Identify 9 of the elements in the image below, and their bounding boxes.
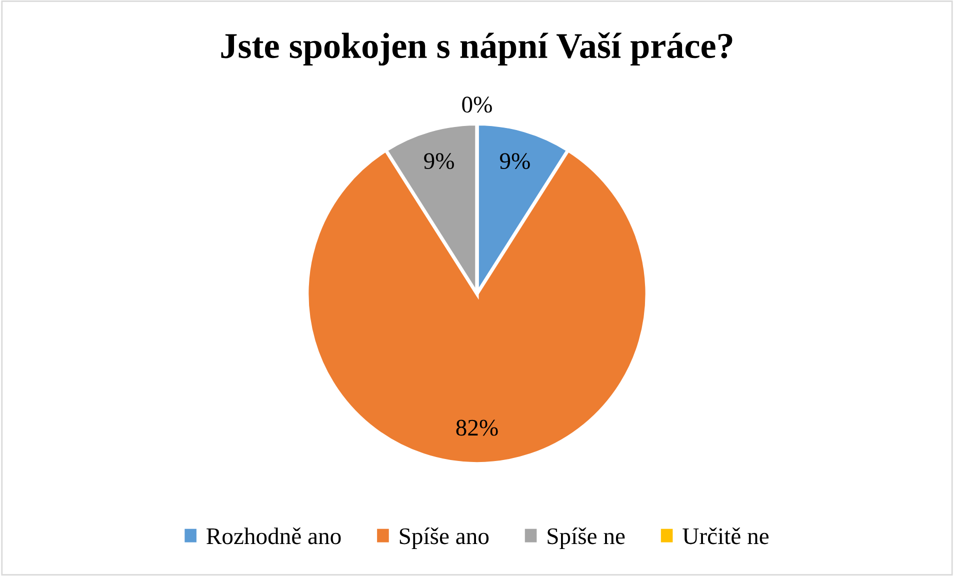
legend-label: Rozhodně ano (206, 528, 341, 544)
text: 0% (462, 96, 492, 113)
legend-label: Spíše ano (400, 528, 489, 549)
data-label: 9% (424, 153, 454, 170)
chart-title: Jste spokojen s nápní Vaší práce? (221, 32, 732, 66)
data-label: 82% (456, 420, 498, 436)
legend-label: Určitě ne (682, 528, 769, 544)
data-label: 9% (500, 153, 530, 170)
legend-label: Spíše ne (548, 528, 625, 549)
